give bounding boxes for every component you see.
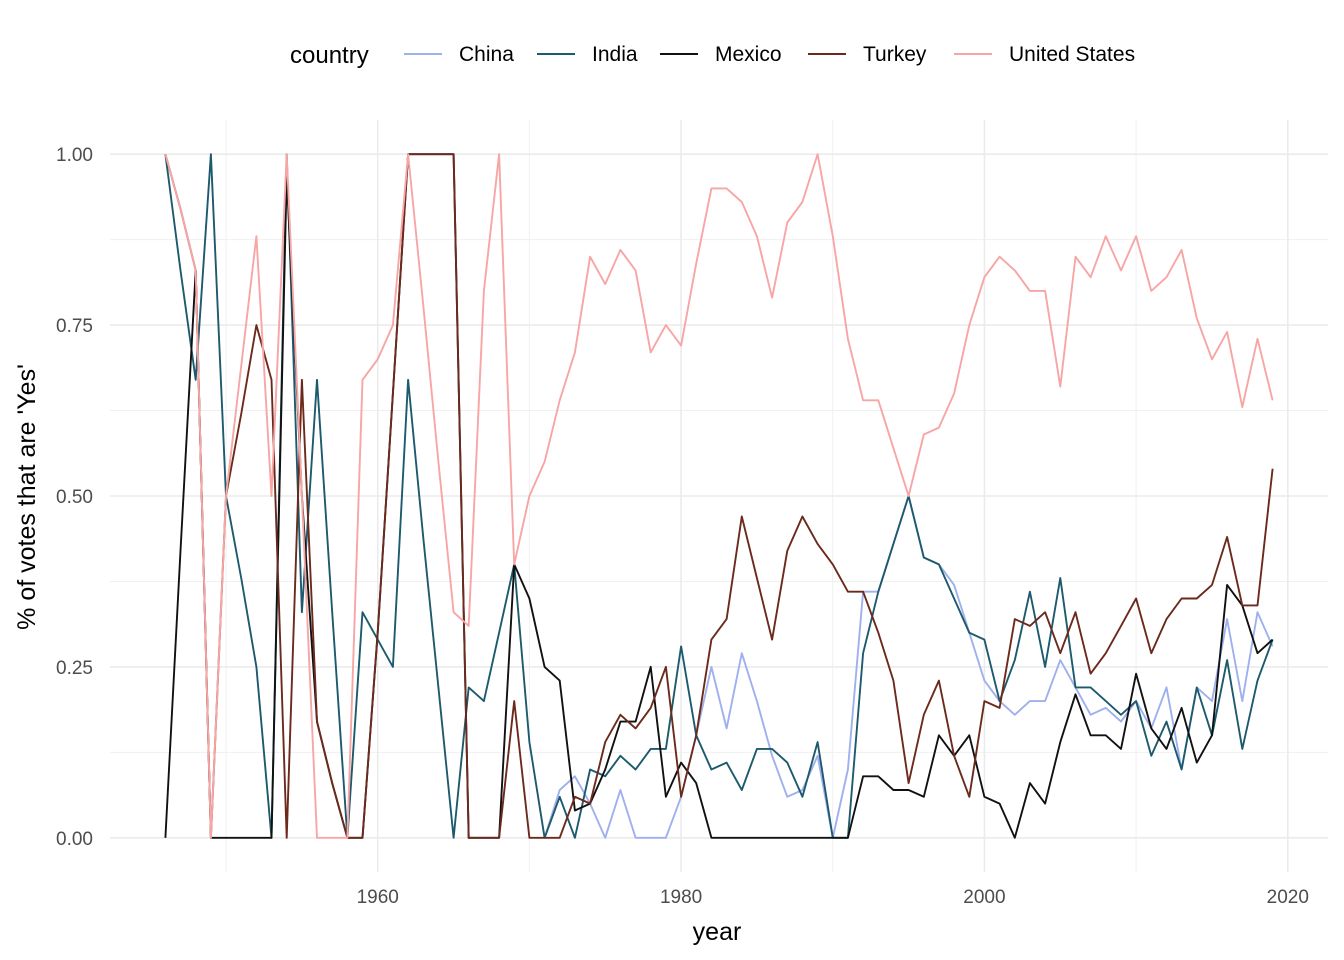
- y-tick-label: 0.00: [56, 829, 93, 850]
- legend-label-united-states: United States: [1009, 43, 1135, 66]
- legend-label-india: India: [592, 43, 638, 66]
- legend-label-mexico: Mexico: [715, 43, 782, 66]
- series-line-united-states: [164, 153, 1274, 839]
- y-tick-label: 0.75: [56, 316, 93, 337]
- legend-title: country: [290, 42, 369, 69]
- legend-label-turkey: Turkey: [863, 43, 927, 66]
- y-axis-tick-labels: 0.00 0.25 0.50 0.75 1.00: [56, 145, 93, 850]
- x-tick-label: 1980: [660, 887, 702, 908]
- x-tick-label: 2000: [963, 887, 1005, 908]
- legend: country China India Mexico Turkey United Sta…: [290, 42, 1135, 69]
- y-tick-label: 0.50: [56, 487, 93, 508]
- x-axis-tick-labels: 1960 1980 2000 2020: [357, 887, 1309, 908]
- y-tick-label: 0.25: [56, 658, 93, 679]
- y-tick-label: 1.00: [56, 145, 93, 166]
- y-axis-title: % of votes that are 'Yes': [13, 364, 41, 630]
- series-line-turkey: [164, 153, 1274, 839]
- series-line-india: [164, 153, 1274, 839]
- x-tick-label: 1960: [357, 887, 399, 908]
- legend-label-china: China: [459, 43, 514, 66]
- x-axis-title: year: [693, 918, 742, 946]
- grid: [110, 120, 1328, 872]
- x-tick-label: 2020: [1267, 887, 1309, 908]
- series-lines: [164, 153, 1274, 839]
